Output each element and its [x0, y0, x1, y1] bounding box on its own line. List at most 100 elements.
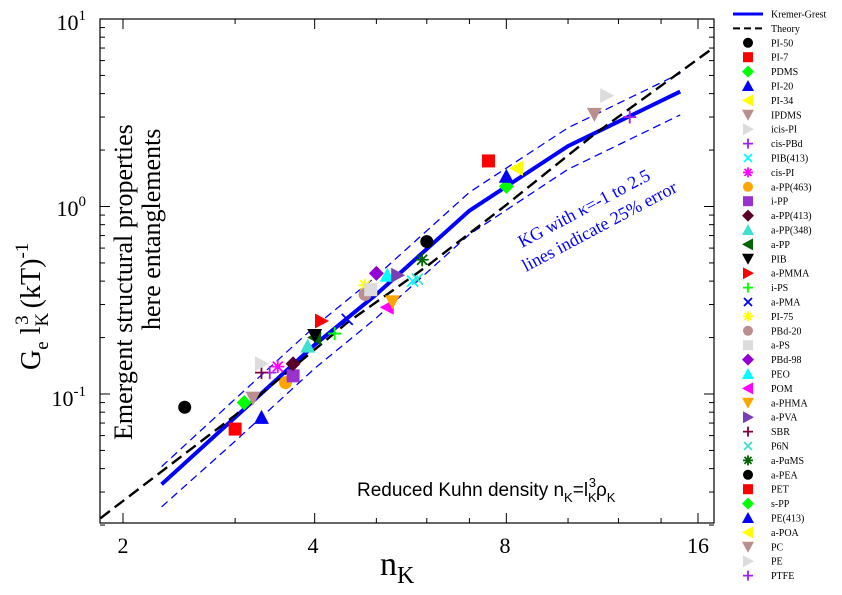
legend-marker [742, 397, 754, 409]
marker-shape [742, 238, 753, 251]
marker-shape [623, 110, 637, 124]
marker-shape [481, 154, 495, 168]
legend-label: icis-PI [771, 125, 797, 136]
error-band-line [161, 114, 681, 508]
legend-marker [743, 570, 753, 581]
marker-shape [271, 360, 285, 374]
marker-shape [743, 267, 754, 280]
marker-shape [379, 267, 395, 282]
data-point [384, 295, 400, 310]
marker-shape [391, 267, 406, 283]
legend-marker [743, 411, 754, 424]
marker-shape [743, 484, 753, 495]
marker-shape [742, 382, 753, 395]
data-point [600, 88, 615, 104]
legend-marker [743, 282, 753, 293]
legend-label: PI-50 [771, 38, 793, 49]
annotation-emergent: Emergent structural properties [109, 124, 138, 440]
legend-marker [743, 441, 753, 451]
legend-marker [743, 325, 753, 336]
data-point [314, 313, 329, 329]
legend-label: POM [771, 384, 793, 395]
data-point [328, 327, 342, 341]
data-point [254, 366, 268, 380]
marker-shape [743, 153, 753, 163]
legend-marker [743, 484, 753, 495]
legend-label: a-PαMS [771, 456, 804, 467]
marker-shape [742, 209, 754, 222]
marker-shape [743, 411, 754, 424]
legend-label: PTFE [771, 571, 794, 582]
legend-marker [742, 238, 753, 251]
data-point [391, 267, 406, 283]
marker-shape [254, 356, 269, 372]
data-point [341, 313, 354, 326]
marker-shape [236, 395, 252, 411]
data-point [286, 369, 300, 383]
legend-marker [743, 181, 753, 192]
marker-shape [743, 311, 753, 322]
marker-shape [743, 469, 753, 480]
legend-label: PIB [771, 254, 787, 265]
legend-label: a-PP(413) [771, 211, 812, 222]
data-point [253, 409, 269, 424]
marker-shape [384, 295, 400, 310]
marker-shape [742, 224, 754, 235]
legend-marker [743, 196, 753, 207]
data-point [307, 329, 323, 344]
y-axis-label: Ge lK3 (kT)-1 [12, 243, 53, 370]
legend-marker [743, 469, 753, 480]
marker-shape [742, 353, 754, 366]
marker-shape [420, 235, 434, 249]
data-point [509, 160, 524, 176]
marker-shape [743, 138, 753, 149]
marker-shape [368, 265, 384, 281]
legend-marker [743, 52, 753, 63]
marker-shape [743, 167, 753, 178]
marker-shape [743, 325, 753, 336]
marker-shape [742, 109, 754, 121]
marker-shape [743, 37, 753, 48]
data-point [228, 422, 242, 436]
legend-label: cis-PI [771, 168, 794, 179]
marker-shape [253, 409, 269, 424]
legend-label: PC [771, 542, 784, 553]
y-axis-ticks [100, 18, 714, 526]
marker-shape [600, 88, 615, 104]
legend-label: PI-34 [771, 96, 793, 107]
data-point [236, 395, 252, 411]
legend-label: s-PP [771, 499, 790, 510]
y-tick-label: 101 [57, 8, 87, 35]
marker-shape [307, 329, 323, 344]
marker-shape [743, 196, 753, 207]
annotation-kuhn-density: Reduced Kuhn density nK=lK3ρK [357, 475, 616, 505]
data-point [285, 356, 301, 372]
x-axis-ticks [122, 19, 699, 523]
legend-label: a-PMMA [771, 269, 810, 280]
legend-label: a-PP(348) [771, 226, 812, 237]
marker-shape [586, 107, 602, 122]
data-point [498, 168, 514, 183]
data-point [411, 272, 424, 286]
marker-shape [742, 80, 754, 91]
legend-marker [742, 541, 754, 553]
marker-shape [743, 181, 753, 192]
legend-label: IPDMS [771, 110, 802, 121]
legend-label: a-PHMA [771, 398, 808, 409]
marker-shape [341, 313, 354, 326]
legend-label: PBd-20 [771, 326, 802, 337]
legend-label: i-PS [771, 283, 788, 294]
legend-label: a-PP(463) [771, 182, 812, 193]
data-point [623, 110, 637, 124]
legend-marker [742, 253, 754, 265]
legend-marker [743, 153, 753, 163]
marker-shape [743, 455, 753, 466]
data-point [178, 400, 192, 414]
legend-label: PE(413) [771, 514, 804, 525]
marker-shape [286, 369, 300, 383]
legend-label: SBR [771, 427, 790, 438]
y-tick-label: 100 [57, 194, 87, 221]
legend-marker [743, 555, 754, 568]
marker-shape [743, 340, 753, 351]
